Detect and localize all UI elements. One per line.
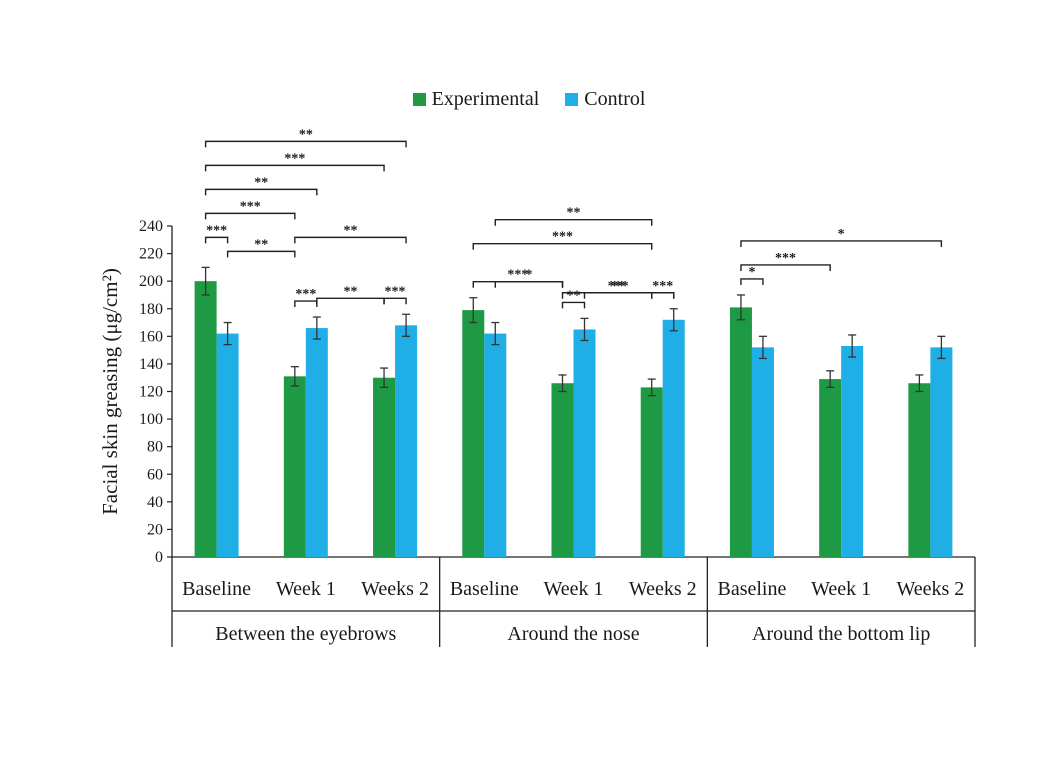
legend-swatch-control <box>565 93 579 106</box>
bar-control <box>395 325 418 557</box>
legend-item-control: Control <box>565 88 645 111</box>
y-tick-label: 100 <box>139 411 163 428</box>
legend-item-experimental: Experimental <box>412 88 540 111</box>
significance-bracket <box>494 281 564 288</box>
x-tick-label: Week 1 <box>543 578 603 600</box>
significance-bracket <box>204 164 385 172</box>
significance-label: ** <box>343 223 357 238</box>
significance-label: ** <box>343 284 357 299</box>
significance-bracket <box>740 264 831 271</box>
significance-label: * <box>838 227 845 242</box>
y-tick-label: 240 <box>139 218 163 235</box>
legend-label-control: Control <box>584 88 646 110</box>
significance-label: ** <box>567 206 581 221</box>
bar-control <box>573 329 596 557</box>
significance-bracket <box>204 212 296 220</box>
significance-label: *** <box>295 287 316 302</box>
significance-label: * <box>525 268 532 283</box>
significance-label: *** <box>652 279 673 294</box>
bar-experimental <box>462 310 485 557</box>
significance-label: *** <box>775 251 796 266</box>
y-tick-label: 80 <box>147 439 163 456</box>
bar-control <box>841 345 864 557</box>
bar-experimental <box>819 379 842 557</box>
significance-label: ** <box>567 288 581 303</box>
bar-control <box>662 319 685 557</box>
x-tick-label: Week 1 <box>276 578 336 600</box>
significance-bracket <box>494 219 653 226</box>
bar-experimental <box>551 383 574 557</box>
bar-experimental <box>373 377 396 557</box>
significance-label: *** <box>507 268 528 283</box>
significance-label: ** <box>254 175 268 190</box>
significance-bracket <box>472 243 653 250</box>
legend: Experimental Control <box>0 88 1058 111</box>
x-tick-label: Baseline <box>718 578 787 600</box>
significance-bracket <box>651 292 675 299</box>
bar-control <box>305 328 328 557</box>
significance-label: ** <box>611 279 625 294</box>
x-tick-label: Weeks 2 <box>361 578 429 600</box>
significance-bracket <box>740 240 943 247</box>
significance-label: *** <box>240 199 261 214</box>
y-tick-label: 200 <box>139 273 163 290</box>
bar-control <box>216 333 239 557</box>
significance-label: *** <box>608 279 629 294</box>
bar-experimental <box>908 383 931 557</box>
y-tick-label: 180 <box>139 301 163 318</box>
x-tick-label: Week 1 <box>811 578 871 600</box>
x-tick-label: Weeks 2 <box>896 578 964 600</box>
legend-swatch-experimental <box>412 93 426 106</box>
bar-experimental <box>729 307 752 557</box>
significance-bracket <box>204 236 229 244</box>
significance-bracket <box>204 140 407 148</box>
group-label: Around the nose <box>507 623 639 645</box>
group-label: Around the bottom lip <box>752 623 930 645</box>
y-tick-label: 120 <box>139 384 163 401</box>
y-tick-label: 60 <box>147 466 163 483</box>
significance-label: ** <box>254 237 268 252</box>
group-label: Between the eyebrows <box>215 623 396 645</box>
significance-bracket <box>226 250 296 258</box>
y-tick-label: 0 <box>155 549 163 566</box>
x-tick-label: Weeks 2 <box>629 578 697 600</box>
significance-label: *** <box>552 230 573 245</box>
y-tick-label: 40 <box>147 494 163 511</box>
y-tick-label: 220 <box>139 246 163 263</box>
significance-label: *** <box>206 223 227 238</box>
significance-bracket <box>204 188 318 196</box>
x-tick-label: Baseline <box>182 578 251 600</box>
bar-control <box>751 347 774 557</box>
significance-label: *** <box>284 151 305 166</box>
significance-bracket <box>383 297 407 305</box>
x-tick-label: Baseline <box>450 578 519 600</box>
y-tick-label: 140 <box>139 356 163 373</box>
significance-bracket <box>561 301 586 309</box>
legend-label-experimental: Experimental <box>431 88 540 110</box>
significance-label: ** <box>299 127 313 142</box>
significance-label: *** <box>385 284 406 299</box>
bar-experimental <box>283 376 306 557</box>
y-tick-label: 160 <box>139 328 163 345</box>
bar-control <box>484 333 507 557</box>
y-axis-label: Facial skin greasing (μg/cm²) <box>98 268 122 515</box>
bar-control <box>930 347 953 557</box>
significance-bracket <box>294 236 407 244</box>
bar-experimental <box>640 387 663 557</box>
bar-experimental <box>194 281 217 557</box>
significance-label: * <box>748 265 755 280</box>
y-tick-label: 20 <box>147 521 163 538</box>
significance-bracket <box>740 278 764 285</box>
